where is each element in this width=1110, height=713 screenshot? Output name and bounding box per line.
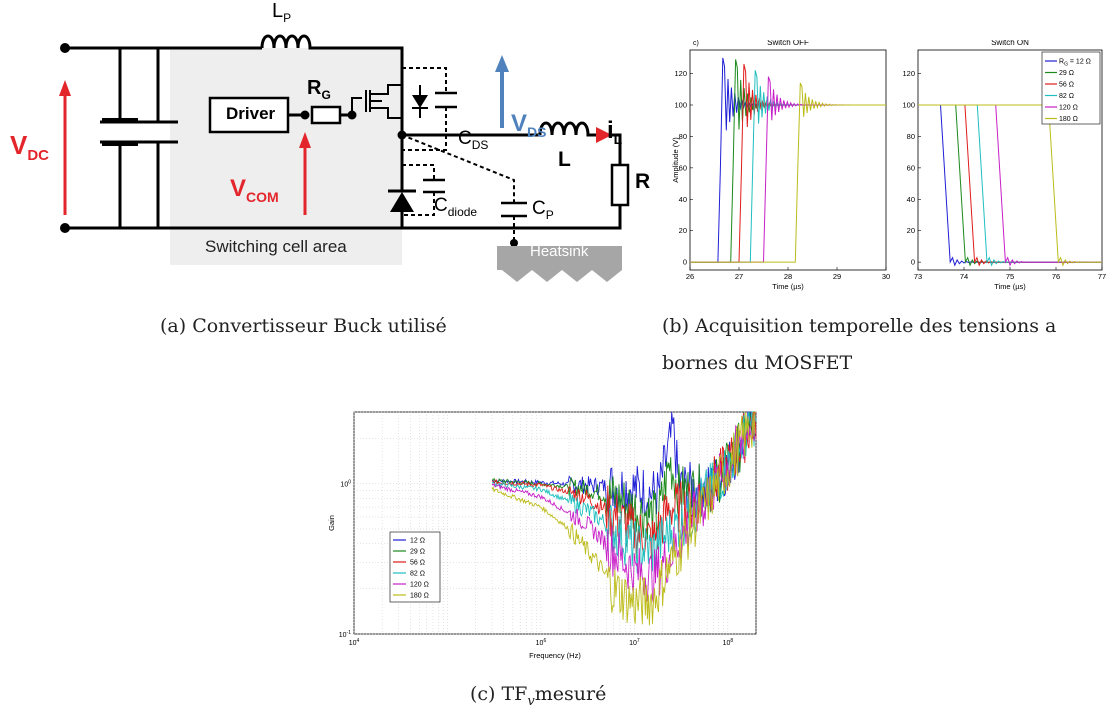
legend-label: 120 Ω — [1059, 105, 1078, 112]
x-tick-label: 26 — [686, 272, 694, 281]
y-axis-label: Amplitude (V) — [671, 137, 680, 183]
series-group — [918, 104, 1103, 267]
series-group — [491, 411, 757, 626]
heatsink-label: Heatsink — [530, 243, 589, 260]
y-tick-label: 100 — [674, 101, 687, 110]
y-tick-label: 60 — [907, 163, 915, 172]
y-tick-label: 80 — [907, 132, 915, 141]
top-rail-wire — [65, 46, 404, 100]
il-label: iL — [607, 117, 623, 147]
legend-label: 180 Ω — [1059, 116, 1078, 123]
lp-label: LP — [272, 0, 292, 25]
driver-label: Driver — [226, 104, 276, 123]
switch-on-chart: Switch ON 73 74 75 76 77 0 20 40 60 80 100 120 Time (… — [902, 40, 1106, 291]
caption-b-line1: (b) Acquisition temporelle des tensions … — [662, 315, 1057, 337]
x-tick-label: 76 — [1052, 272, 1060, 281]
plot-frame — [689, 49, 887, 271]
x-tick-label: 29 — [833, 272, 841, 281]
legend-box — [1041, 51, 1101, 125]
y-tick-label: 120 — [902, 69, 915, 78]
y-tick-label: 0 — [911, 258, 915, 267]
load-resistor — [610, 163, 630, 207]
legend-label: 56 Ω — [410, 560, 425, 567]
vdc-label: VDC — [10, 130, 50, 165]
switch-off-chart: Switch OFF c) 26 27 28 29 30 0 20 40 60 80 100 120 Tim… — [671, 40, 890, 291]
vds-label: VDS — [511, 110, 547, 140]
x-axis-label: Frequency (Hz) — [529, 651, 581, 660]
y-tick-label: 0 — [683, 258, 687, 267]
cp-label: CP — [532, 198, 554, 222]
x-axis-label: Time (µs) — [772, 282, 804, 291]
series-line — [491, 411, 756, 626]
x-tick-label: 106 — [536, 638, 547, 647]
x-tick-label: 75 — [1006, 272, 1014, 281]
x-axis-label: Time (µs) — [994, 282, 1026, 291]
y-tick-label: 120 — [674, 69, 687, 78]
series-line — [491, 411, 757, 518]
l-label: L — [558, 148, 571, 171]
l-inductor — [538, 121, 600, 137]
buck-converter-schematic — [59, 34, 630, 282]
legend-label: 12 Ω — [410, 538, 425, 545]
driver-box — [208, 96, 290, 134]
x-tick-label: 73 — [914, 272, 922, 281]
r-label: R — [635, 170, 651, 193]
switching-area-label: Switching cell area — [205, 237, 347, 256]
bottom-rail-wire — [65, 205, 622, 230]
legend-box — [389, 531, 441, 603]
mosfet-symbol — [351, 84, 428, 119]
legend-label: RG = 12 Ω — [1059, 59, 1091, 68]
chart-title: Switch ON — [991, 40, 1029, 47]
y-tick-label: 40 — [679, 195, 687, 204]
vcom-label: VCOM — [230, 175, 279, 205]
y-tick-label: 100 — [902, 101, 915, 110]
x-tick-label: 77 — [1098, 272, 1106, 281]
lp-inductor — [260, 34, 312, 50]
legend-label: 29 Ω — [410, 549, 425, 556]
x-tick-label: 28 — [784, 272, 792, 281]
il-arrow — [596, 127, 612, 143]
legend-label: 82 Ω — [410, 571, 425, 578]
x-tick-label: 108 — [723, 638, 734, 647]
series-group — [690, 57, 886, 263]
legend-label: 82 Ω — [1059, 93, 1074, 100]
y-tick-label: 20 — [907, 226, 915, 235]
x-tick-label: 107 — [629, 638, 640, 647]
y-tick-label: 80 — [679, 132, 687, 141]
legend-label: 29 Ω — [1059, 70, 1074, 77]
cdiode-label: Cdiode — [434, 195, 478, 219]
legend-label: 120 Ω — [410, 582, 429, 589]
x-tick-label: 27 — [735, 272, 743, 281]
caption-a: (a) Convertisseur Buck utilisé — [160, 315, 447, 337]
series-line — [690, 82, 886, 263]
series-line — [918, 104, 1103, 267]
x-tick-label: 104 — [349, 638, 360, 647]
caption-c: (c) TFvmesuré — [470, 683, 607, 709]
x-tick-label: 30 — [882, 272, 890, 281]
x-tick-label: 74 — [960, 272, 968, 281]
chart-title: Switch OFF — [767, 40, 809, 47]
switching-cell-area — [170, 48, 402, 265]
cds-label: CDS — [458, 128, 489, 152]
series-line — [918, 104, 1103, 267]
legend-label: 56 Ω — [1059, 82, 1074, 89]
y-tick-label: 40 — [907, 195, 915, 204]
series-line — [491, 411, 757, 574]
transfer-function-chart: 104 106 107 108 100 10-1 Frequency (Hz) Gain 12 … — [327, 411, 757, 660]
y-tick-label: 20 — [679, 226, 687, 235]
series-line — [491, 411, 757, 560]
freewheel-diode — [388, 178, 416, 228]
caption-b-line2: bornes du MOSFET — [662, 352, 853, 374]
y-tick-label: 10-1 — [339, 630, 351, 639]
panel-tag: c) — [693, 40, 699, 47]
rg-label: RG — [307, 77, 331, 102]
series-line — [918, 104, 1103, 267]
legend-label: 180 Ω — [410, 593, 429, 600]
y-axis-label: Gain — [327, 515, 336, 531]
y-tick-label: 60 — [679, 163, 687, 172]
heatsink-shape — [497, 246, 622, 282]
rg-resistor — [310, 105, 342, 125]
series-line — [918, 104, 1103, 267]
y-tick-label: 100 — [340, 480, 351, 489]
